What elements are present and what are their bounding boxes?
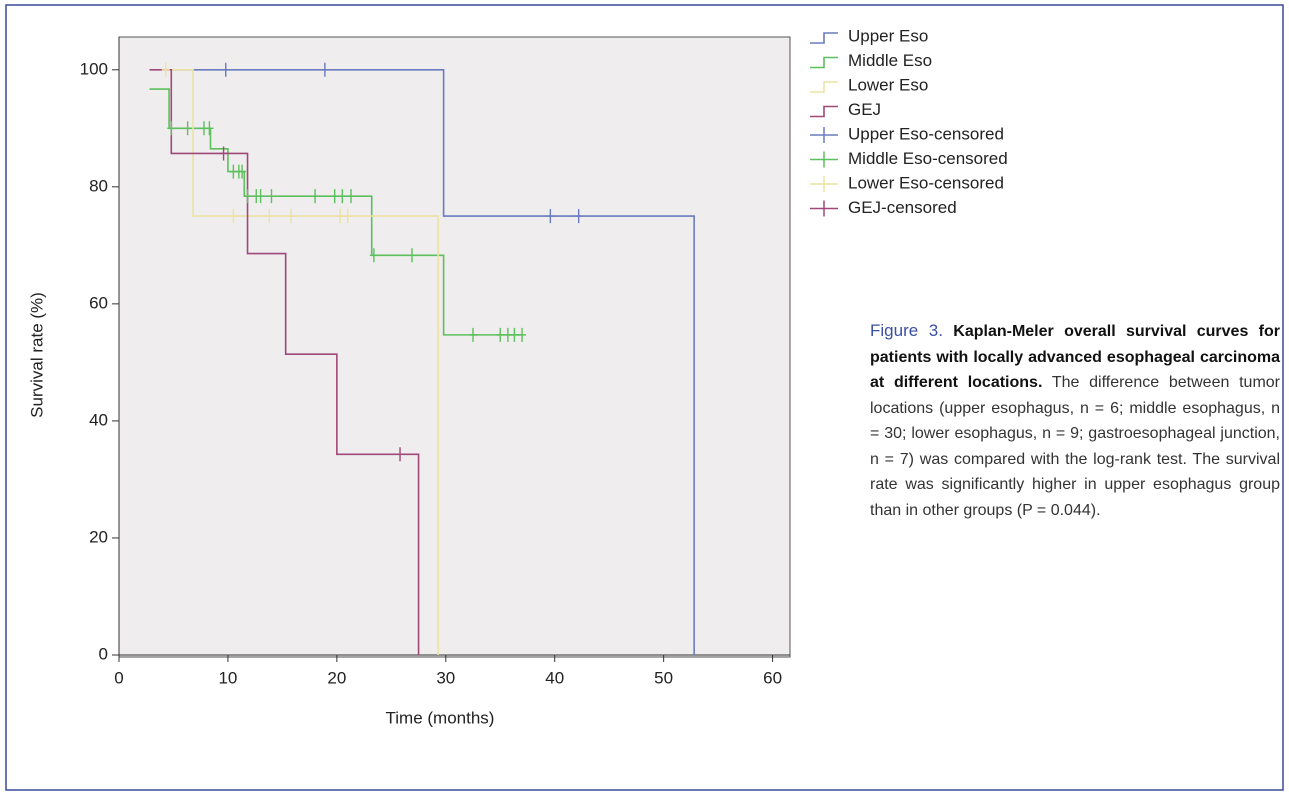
censor-mark [311,189,320,204]
legend-icon [810,127,838,143]
x-tick-label: 60 [763,668,782,687]
legend-label: Middle Eso [848,51,932,70]
censor-mark [167,121,176,136]
censor-mark [396,447,405,462]
x-tick-label: 0 [114,668,123,687]
y-tick-label: 60 [89,293,108,312]
y-tick-label: 20 [89,527,108,546]
x-tick-label: 20 [327,668,346,687]
figure-border [5,4,1284,791]
censor-mark [336,209,345,224]
caption: Figure 3. Kaplan-Meler overall survival … [870,318,1280,523]
censor-mark [221,62,230,77]
x-tick-label: 40 [545,668,564,687]
y-axis-label: Survival rate (%) [27,292,46,418]
caption-text: The difference between tumor locations (… [870,374,1281,519]
censor-mark [338,189,347,204]
survival-curve [171,68,695,655]
legend-icon [810,81,838,93]
plot-area [118,36,791,658]
caption-title: Kaplan-Meler overall survival curves for… [870,323,1280,391]
censor-mark [510,327,519,342]
x-tick-label: 50 [654,668,673,687]
censor-mark [408,248,417,263]
censor-mark [287,209,296,224]
legend-label: GEJ-censored [848,198,957,217]
legend-icon [810,56,838,69]
censor-mark [518,327,527,342]
censor-mark [469,327,478,342]
legend-label: Lower Eso [848,75,928,94]
legend-label: Upper Eso-censored [848,124,1004,143]
y-tick-label: 80 [89,176,108,195]
legend-label: Lower Eso-censored [848,173,1004,192]
censor-mark [496,327,505,342]
censor-mark [330,189,339,204]
legend-label: Upper Eso [848,26,928,45]
legend-label: Middle Eso-censored [848,149,1008,168]
censor-mark [219,146,228,161]
censor-mark [238,164,247,179]
y-tick-label: 100 [80,59,108,78]
censor-mark [347,189,356,204]
legend-icon [810,151,838,168]
x-tick-label: 30 [436,668,455,687]
legend-icon [810,200,838,217]
censor-mark [161,62,170,77]
y-tick-label: 40 [89,410,108,429]
censor-mark [320,62,329,77]
censor-mark [369,248,378,263]
x-tick-label: 10 [218,668,237,687]
censor-mark [243,189,252,204]
legend-icon [810,105,838,118]
x-axis-label: Time (months) [386,708,495,727]
legend-icon [810,32,838,44]
legend-icon [810,176,838,192]
censor-mark [546,209,555,224]
censor-mark [267,189,276,204]
legend-label: GEJ [848,100,881,119]
survival-curve [160,68,439,655]
censor-mark [256,189,265,204]
censor-mark [343,209,352,224]
caption-label: Figure 3. [870,321,943,340]
censor-mark [265,209,274,224]
y-tick-label: 0 [99,644,108,663]
censor-mark [574,209,583,224]
censor-mark [183,121,192,136]
censor-mark [229,209,238,224]
censor-mark [205,121,214,136]
